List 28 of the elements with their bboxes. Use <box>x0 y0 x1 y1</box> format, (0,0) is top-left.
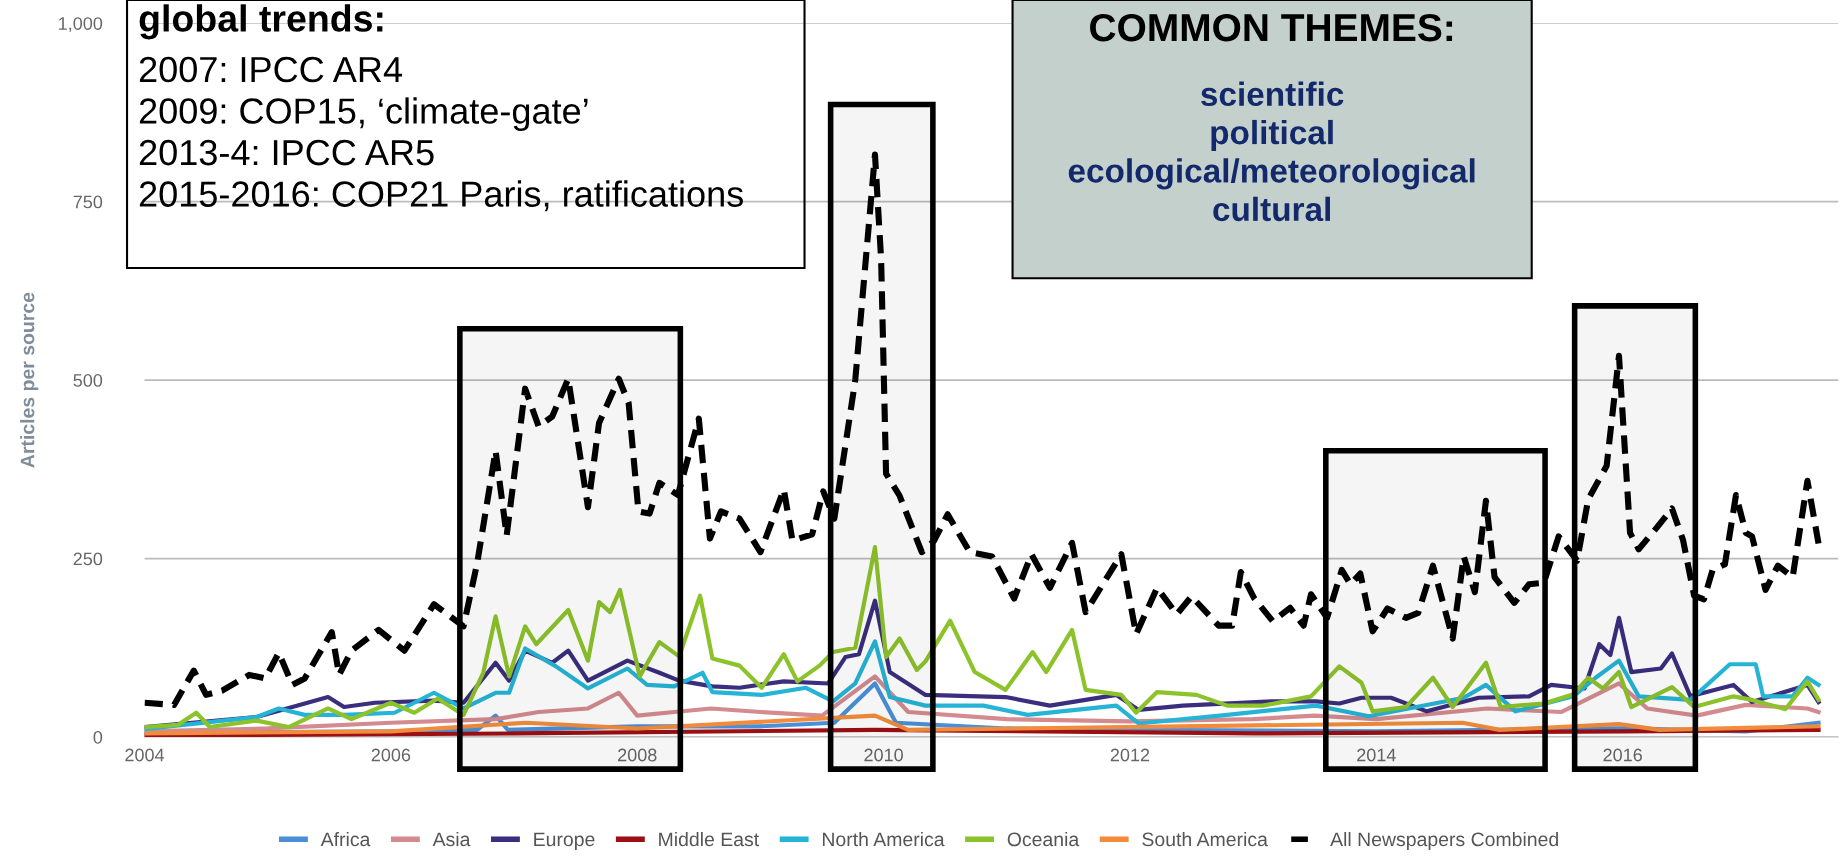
y-tick-label: 0 <box>93 730 103 744</box>
line-series <box>144 545 1821 730</box>
annotation: COMMON THEMES: <box>1090 13 1453 42</box>
y-tick-label: 500 <box>73 374 103 387</box>
y-axis-title: Articles per source <box>20 292 39 468</box>
x-tick-label: 2006 <box>371 748 411 762</box>
line-series <box>144 713 1821 736</box>
x-tick-label: 2016 <box>1603 748 1642 762</box>
annotation: global trends: <box>139 4 383 40</box>
legend-label: Europe <box>534 832 595 851</box>
y-tick-label: 250 <box>73 552 103 566</box>
x-tick-label: 2012 <box>1110 748 1150 762</box>
annotation: 2007: IPCC AR4 2009: COP15, ‘climate-gate’ 2013-4: IPCC AR5 2015-2016: COP21 Paris, ratifications <box>139 56 743 212</box>
y-tick-label: 1,000 <box>59 17 103 33</box>
x-tick-label: 2004 <box>125 748 165 762</box>
annotation: scientific political ecological/meteorological cultural <box>1068 81 1475 222</box>
legend-label: North America <box>822 831 945 847</box>
x-tick-label: 2014 <box>1357 748 1396 762</box>
legend-label: Oceania <box>1007 831 1080 847</box>
legend-label: South America <box>1142 831 1268 847</box>
x-tick-label: 2008 <box>618 748 657 762</box>
y-tick-label: 750 <box>73 195 103 209</box>
line-series <box>144 639 1821 732</box>
legend-label: All Newspapers Combined <box>1330 831 1558 851</box>
legend-label: Asia <box>432 831 471 847</box>
legend-label: Africa <box>320 831 371 847</box>
x-tick-label: 2010 <box>864 748 903 762</box>
legend-label: Middle East <box>659 831 760 847</box>
